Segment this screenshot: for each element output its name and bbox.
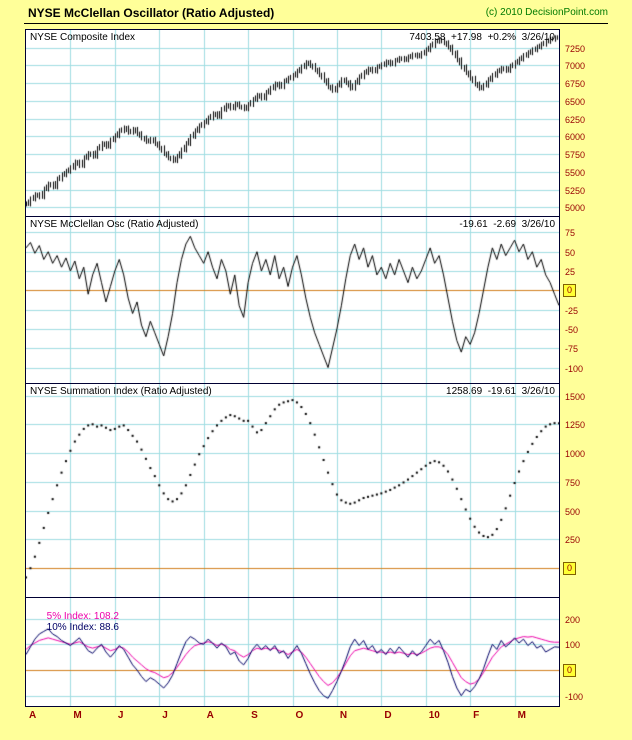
x-axis-labels: A M J J A S O N D 10 F M bbox=[26, 710, 559, 724]
x-axis-label: M bbox=[517, 710, 526, 721]
y-tick-label: -100 bbox=[565, 364, 584, 374]
x-axis-label: 10 bbox=[428, 710, 440, 721]
x-axis-label: N bbox=[339, 710, 348, 721]
y-tick-label: 100 bbox=[565, 640, 581, 650]
x-axis-label: A bbox=[29, 710, 37, 721]
y-tick-label: 6250 bbox=[565, 115, 586, 125]
y-tick-label: -100 bbox=[565, 692, 584, 702]
y-tick-label: 5500 bbox=[565, 168, 586, 178]
header-divider bbox=[24, 23, 608, 24]
percent-index-plot-canvas bbox=[26, 598, 559, 706]
y-tick-label: 75 bbox=[565, 228, 576, 238]
y-tick-label: 6750 bbox=[565, 79, 586, 89]
panel-title: NYSE Composite Index bbox=[30, 32, 136, 43]
x-axis-label: A bbox=[206, 710, 214, 721]
panel-values: 7403.58 +17.98 +0.2% 3/26/10 bbox=[409, 32, 555, 43]
x-axis-label: J bbox=[117, 710, 124, 721]
panel-title: NYSE Summation Index (Ratio Adjusted) bbox=[30, 386, 212, 397]
y-tick-label: -25 bbox=[565, 306, 579, 316]
ten-percent-index-label: 10% Index: 88.6 bbox=[46, 622, 119, 633]
y-axis-labels: 1500 1250 1000 750 500 250 0 bbox=[560, 384, 606, 597]
y-tick-label: 1000 bbox=[565, 449, 586, 459]
x-axis-label: S bbox=[251, 710, 258, 721]
x-axis-label: J bbox=[162, 710, 168, 721]
y-tick-label: 250 bbox=[565, 535, 581, 545]
y-tick-label: 6500 bbox=[565, 97, 586, 107]
y-tick-label: 0 bbox=[563, 284, 577, 297]
y-tick-label: 0 bbox=[563, 562, 577, 575]
page-title: NYSE McClellan Oscillator (Ratio Adjuste… bbox=[28, 6, 275, 20]
composite-index-panel: NYSE Composite Index 7403.58 +17.98 +0.2… bbox=[25, 29, 585, 217]
y-axis-labels: 75 50 25 0 -25 -50 -75 -100 bbox=[560, 217, 606, 383]
panel-title: NYSE McClellan Osc (Ratio Adjusted) bbox=[30, 219, 199, 230]
summation-plot-canvas bbox=[26, 384, 559, 597]
five-percent-index-label: 5% Index: 108.2 bbox=[46, 611, 119, 622]
y-tick-label: 25 bbox=[565, 267, 576, 277]
panel-title: 5% Index: 108.2 10% Index: 88.6 bbox=[30, 600, 129, 644]
y-tick-label: 7000 bbox=[565, 61, 586, 71]
y-tick-label: 1500 bbox=[565, 392, 586, 402]
x-axis-label: M bbox=[73, 710, 82, 721]
y-tick-label: -50 bbox=[565, 325, 579, 335]
y-tick-label: -75 bbox=[565, 344, 579, 354]
y-tick-label: 1250 bbox=[565, 420, 586, 430]
y-tick-label: 0 bbox=[563, 664, 577, 677]
mcclellan-oscillator-panel: NYSE McClellan Osc (Ratio Adjusted) -19.… bbox=[25, 216, 583, 384]
y-tick-label: 7250 bbox=[565, 44, 586, 54]
composite-plot-canvas bbox=[26, 30, 559, 216]
mcclellan-plot-canvas bbox=[26, 217, 559, 383]
y-tick-label: 200 bbox=[565, 615, 581, 625]
summation-index-panel: NYSE Summation Index (Ratio Adjusted) 12… bbox=[25, 383, 585, 598]
copyright-text: (c) 2010 DecisionPoint.com bbox=[485, 7, 608, 18]
y-tick-label: 6000 bbox=[565, 132, 586, 142]
y-axis-labels: 200 100 0 -100 bbox=[560, 598, 606, 706]
y-tick-label: 5000 bbox=[565, 203, 586, 213]
y-tick-label: 50 bbox=[565, 248, 576, 258]
x-axis-label: F bbox=[473, 710, 480, 721]
y-axis-labels: 7250 7000 6750 6500 6250 6000 5750 5500 5250 5000 bbox=[560, 30, 606, 216]
y-tick-label: 500 bbox=[565, 507, 581, 517]
x-axis-label: D bbox=[384, 710, 392, 721]
x-axis-label: O bbox=[295, 710, 304, 721]
panel-values: 1258.69 -19.61 3/26/10 bbox=[446, 386, 555, 397]
y-tick-label: 5750 bbox=[565, 150, 586, 160]
y-tick-label: 5250 bbox=[565, 186, 586, 196]
y-tick-label: 750 bbox=[565, 478, 581, 488]
panel-values: -19.61 -2.69 3/26/10 bbox=[459, 219, 555, 230]
percent-index-panel: 5% Index: 108.2 10% Index: 88.6 200 100 0 -… bbox=[25, 597, 583, 707]
